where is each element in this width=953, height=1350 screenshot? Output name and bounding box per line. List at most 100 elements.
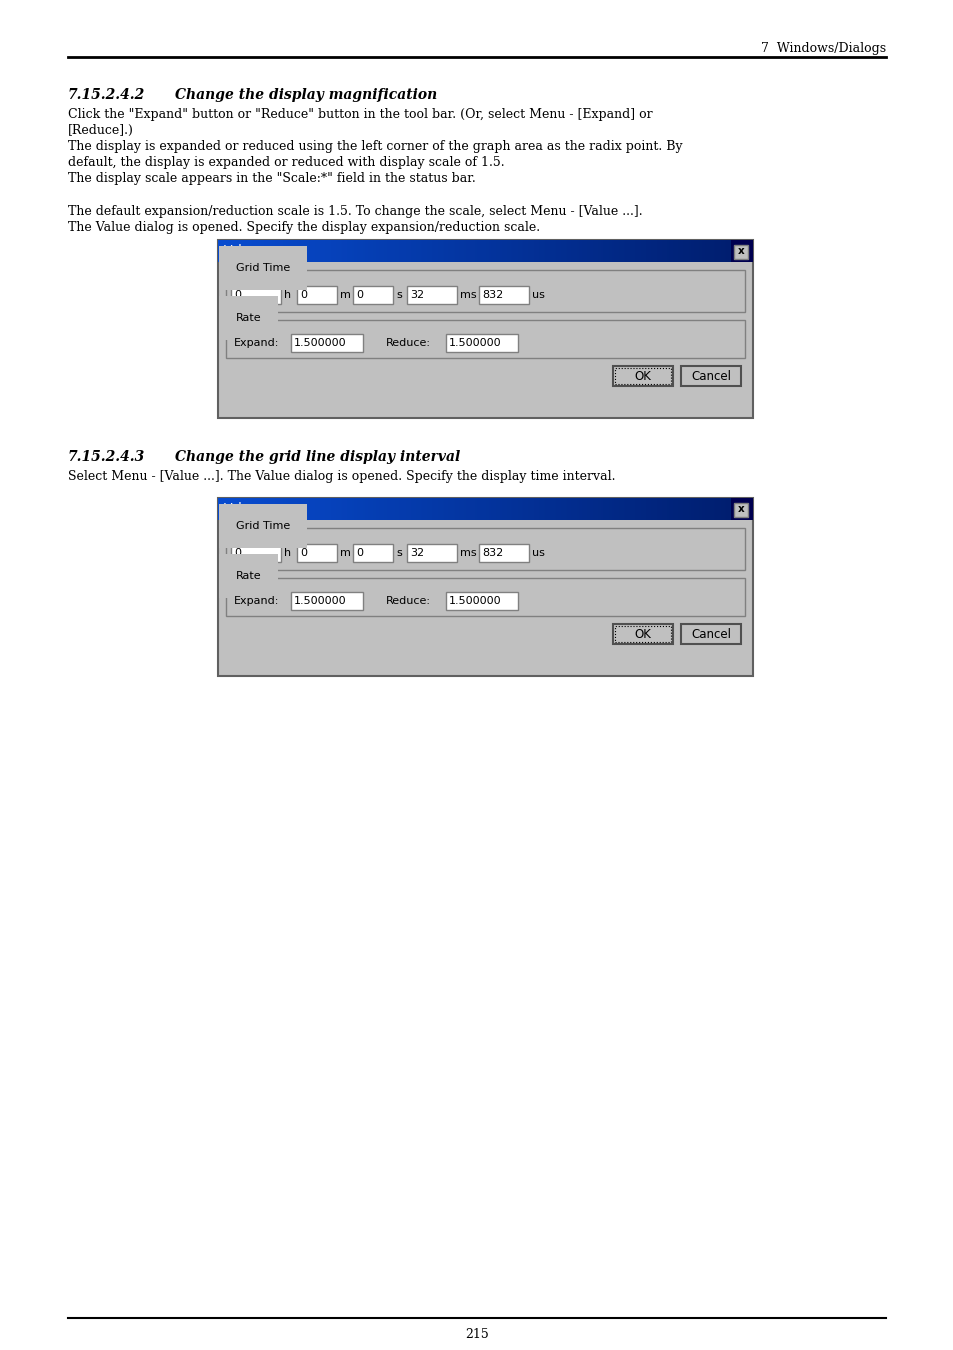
Bar <box>435 240 436 262</box>
Bar <box>297 240 298 262</box>
Bar <box>248 498 249 520</box>
Bar <box>516 240 517 262</box>
Bar <box>287 498 288 520</box>
Bar <box>374 498 375 520</box>
Bar <box>695 498 696 520</box>
Bar <box>597 498 598 520</box>
Bar <box>341 498 343 520</box>
Bar <box>553 240 554 262</box>
Bar <box>521 498 522 520</box>
Bar <box>306 240 307 262</box>
Bar <box>230 240 231 262</box>
Bar <box>370 498 371 520</box>
Bar <box>641 240 642 262</box>
Bar <box>603 240 604 262</box>
Bar <box>378 240 379 262</box>
Bar <box>348 498 349 520</box>
Bar <box>473 498 474 520</box>
Text: 32: 32 <box>410 548 424 558</box>
Bar <box>222 498 223 520</box>
Bar <box>422 498 423 520</box>
Bar <box>276 240 277 262</box>
Bar <box>448 498 449 520</box>
Bar <box>504 240 505 262</box>
Bar <box>328 498 329 520</box>
Bar <box>527 240 529 262</box>
Bar <box>697 240 698 262</box>
Bar <box>233 240 234 262</box>
Bar <box>616 498 617 520</box>
Bar <box>634 240 635 262</box>
FancyBboxPatch shape <box>296 544 336 562</box>
Bar <box>365 498 366 520</box>
Text: ms: ms <box>459 290 476 300</box>
Bar <box>281 498 282 520</box>
Bar <box>426 498 427 520</box>
Bar <box>524 240 525 262</box>
Bar <box>585 498 586 520</box>
Bar <box>513 240 514 262</box>
Bar <box>532 240 533 262</box>
Bar <box>352 240 353 262</box>
FancyBboxPatch shape <box>226 578 744 616</box>
Bar <box>547 240 548 262</box>
Bar <box>630 498 631 520</box>
Text: Cancel: Cancel <box>690 628 730 640</box>
Bar <box>308 498 309 520</box>
Bar <box>319 240 320 262</box>
Bar <box>428 240 429 262</box>
Bar <box>478 240 479 262</box>
Bar <box>724 240 725 262</box>
Bar <box>722 240 723 262</box>
Bar <box>358 498 359 520</box>
Bar <box>642 240 643 262</box>
Bar <box>651 498 652 520</box>
Bar <box>242 498 243 520</box>
Bar <box>637 240 638 262</box>
Bar <box>522 240 523 262</box>
Bar <box>605 498 606 520</box>
Bar <box>408 498 409 520</box>
Bar <box>582 240 583 262</box>
Bar <box>309 498 310 520</box>
Bar <box>359 240 360 262</box>
Bar <box>550 240 551 262</box>
Bar <box>242 240 243 262</box>
Bar <box>658 498 659 520</box>
Bar <box>291 498 292 520</box>
Bar <box>250 240 251 262</box>
Bar <box>339 498 340 520</box>
Bar <box>518 498 519 520</box>
Bar <box>223 240 224 262</box>
Bar <box>400 498 401 520</box>
Bar <box>620 240 621 262</box>
Text: Expand:: Expand: <box>233 338 279 348</box>
Bar <box>722 498 723 520</box>
Bar <box>596 498 597 520</box>
Bar <box>351 498 352 520</box>
Bar <box>650 498 651 520</box>
Bar <box>257 240 258 262</box>
Bar <box>726 498 727 520</box>
Bar <box>676 498 677 520</box>
Bar <box>299 498 301 520</box>
Bar <box>431 240 432 262</box>
Bar <box>494 498 495 520</box>
Bar <box>572 498 573 520</box>
Bar <box>695 240 696 262</box>
Bar <box>700 498 701 520</box>
Bar <box>566 498 567 520</box>
Bar <box>333 498 334 520</box>
Bar <box>488 240 489 262</box>
Bar <box>236 498 237 520</box>
Bar <box>363 498 364 520</box>
Bar <box>491 498 492 520</box>
Bar <box>350 240 351 262</box>
Bar <box>657 498 658 520</box>
Bar <box>458 240 459 262</box>
Bar <box>523 498 524 520</box>
Bar <box>367 240 368 262</box>
Bar <box>431 498 432 520</box>
Bar <box>484 240 485 262</box>
Bar <box>275 240 276 262</box>
